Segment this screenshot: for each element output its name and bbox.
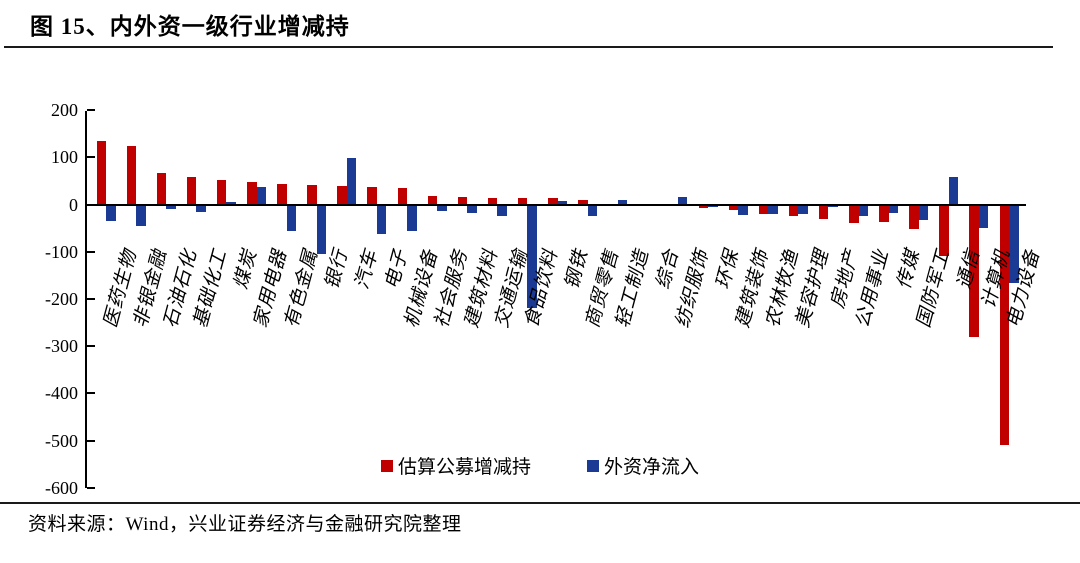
bar-foreign-美容护理 [798,205,808,214]
bar-foreign-石油石化 [166,205,176,209]
chart-legend: 估算公募增减持 外资净流入 [0,452,1080,479]
bar-foreign-家用电器 [256,186,266,205]
y-tick-label: -400 [45,383,78,404]
bar-public-fund-非银金融 [126,146,137,205]
y-axis-tick [87,297,95,300]
legend-swatch-red [380,459,393,472]
bar-public-fund-电力设备 [999,205,1009,446]
y-axis-tick [87,345,95,348]
bar-foreign-传媒 [888,205,899,213]
bar-public-fund-钢铁 [548,198,558,205]
legend-item-foreign: 外资净流入 [587,452,699,479]
y-tick-label: -300 [45,336,78,357]
footer-divider [0,502,1080,504]
y-tick-label: 200 [51,100,78,121]
bar-public-fund-商贸零售 [578,200,588,205]
y-tick-label: -600 [45,477,78,498]
bar-foreign-建筑材料 [467,205,477,214]
bar-foreign-非银金融 [136,205,146,226]
bar-public-fund-通信 [939,205,949,257]
title-divider [4,46,1053,48]
bar-public-fund-煤炭 [216,180,227,205]
bar-public-fund-美容护理 [788,205,799,216]
bar-public-fund-公用事业 [849,205,859,224]
bar-public-fund-社会服务 [427,196,438,205]
bar-public-fund-交通运输 [487,197,498,205]
legend-label-foreign: 外资净流入 [604,457,700,478]
bar-public-fund-石油石化 [156,172,167,205]
y-axis-tick [87,250,95,253]
bar-foreign-通信 [948,177,959,205]
y-axis-tick [87,439,95,442]
bar-foreign-银行 [316,205,327,254]
y-axis-tick [87,109,95,112]
bar-public-fund-银行 [307,185,317,205]
source-note: 资料来源：Wind，兴业证券经济与金融研究院整理 [28,514,462,535]
y-tick-label: 100 [51,147,78,168]
y-tick-label: -500 [45,430,78,451]
bar-foreign-煤炭 [226,201,236,205]
y-tick-label: 0 [69,194,78,215]
y-tick-label: -100 [45,241,78,262]
bar-foreign-钢铁 [557,201,567,205]
bar-foreign-计算机 [978,205,989,229]
bar-foreign-汽车 [346,158,357,205]
bar-foreign-国防军工 [918,205,929,220]
bar-public-fund-家用电器 [247,181,257,205]
bar-foreign-房地产 [828,205,838,207]
bar-public-fund-环保 [698,205,708,208]
bar-foreign-电力设备 [1009,205,1019,284]
bar-foreign-社会服务 [437,205,447,212]
bar-public-fund-房地产 [818,205,829,219]
y-axis-tick [87,486,95,489]
legend-item-public-fund: 估算公募增减持 [380,452,531,479]
y-tick-label: -200 [45,288,78,309]
x-axis-zero-line [85,203,1026,206]
bar-foreign-商贸零售 [587,205,598,216]
bar-public-fund-计算机 [969,205,979,337]
figure-title: 图 15、内外资一级行业增减持 [30,14,350,39]
legend-label-public-fund: 估算公募增减持 [397,457,531,478]
bar-public-fund-农林牧渔 [758,205,769,214]
bar-foreign-建筑装饰 [738,205,748,216]
bar-public-fund-传媒 [879,205,889,222]
y-axis-tick [87,156,95,159]
bar-public-fund-国防军工 [909,205,919,229]
bar-foreign-农林牧渔 [768,205,778,215]
bar-public-fund-基础化工 [186,177,197,205]
legend-swatch-blue [587,459,599,472]
bar-foreign-有色金属 [286,205,297,231]
bar-foreign-基础化工 [196,205,206,212]
bar-foreign-机械设备 [407,205,417,231]
bar-public-fund-电子 [367,187,377,205]
bar-public-fund-有色金属 [277,183,287,205]
bar-foreign-医药生物 [106,205,116,221]
bar-foreign-食品饮料 [527,205,537,309]
y-axis-line [85,111,87,488]
bar-public-fund-食品饮料 [517,197,528,205]
bar-foreign-电子 [376,205,387,234]
bar-public-fund-医药生物 [96,140,106,205]
bar-public-fund-建筑装饰 [728,205,739,211]
bar-public-fund-机械设备 [397,187,407,205]
bar-foreign-轻工制造 [617,200,628,205]
bar-public-fund-建筑材料 [457,196,468,205]
bar-foreign-公用事业 [858,205,868,217]
bar-public-fund-汽车 [337,185,347,205]
y-axis-tick [87,392,95,395]
bar-foreign-纺织服饰 [677,196,688,205]
bar-foreign-交通运输 [497,205,507,217]
